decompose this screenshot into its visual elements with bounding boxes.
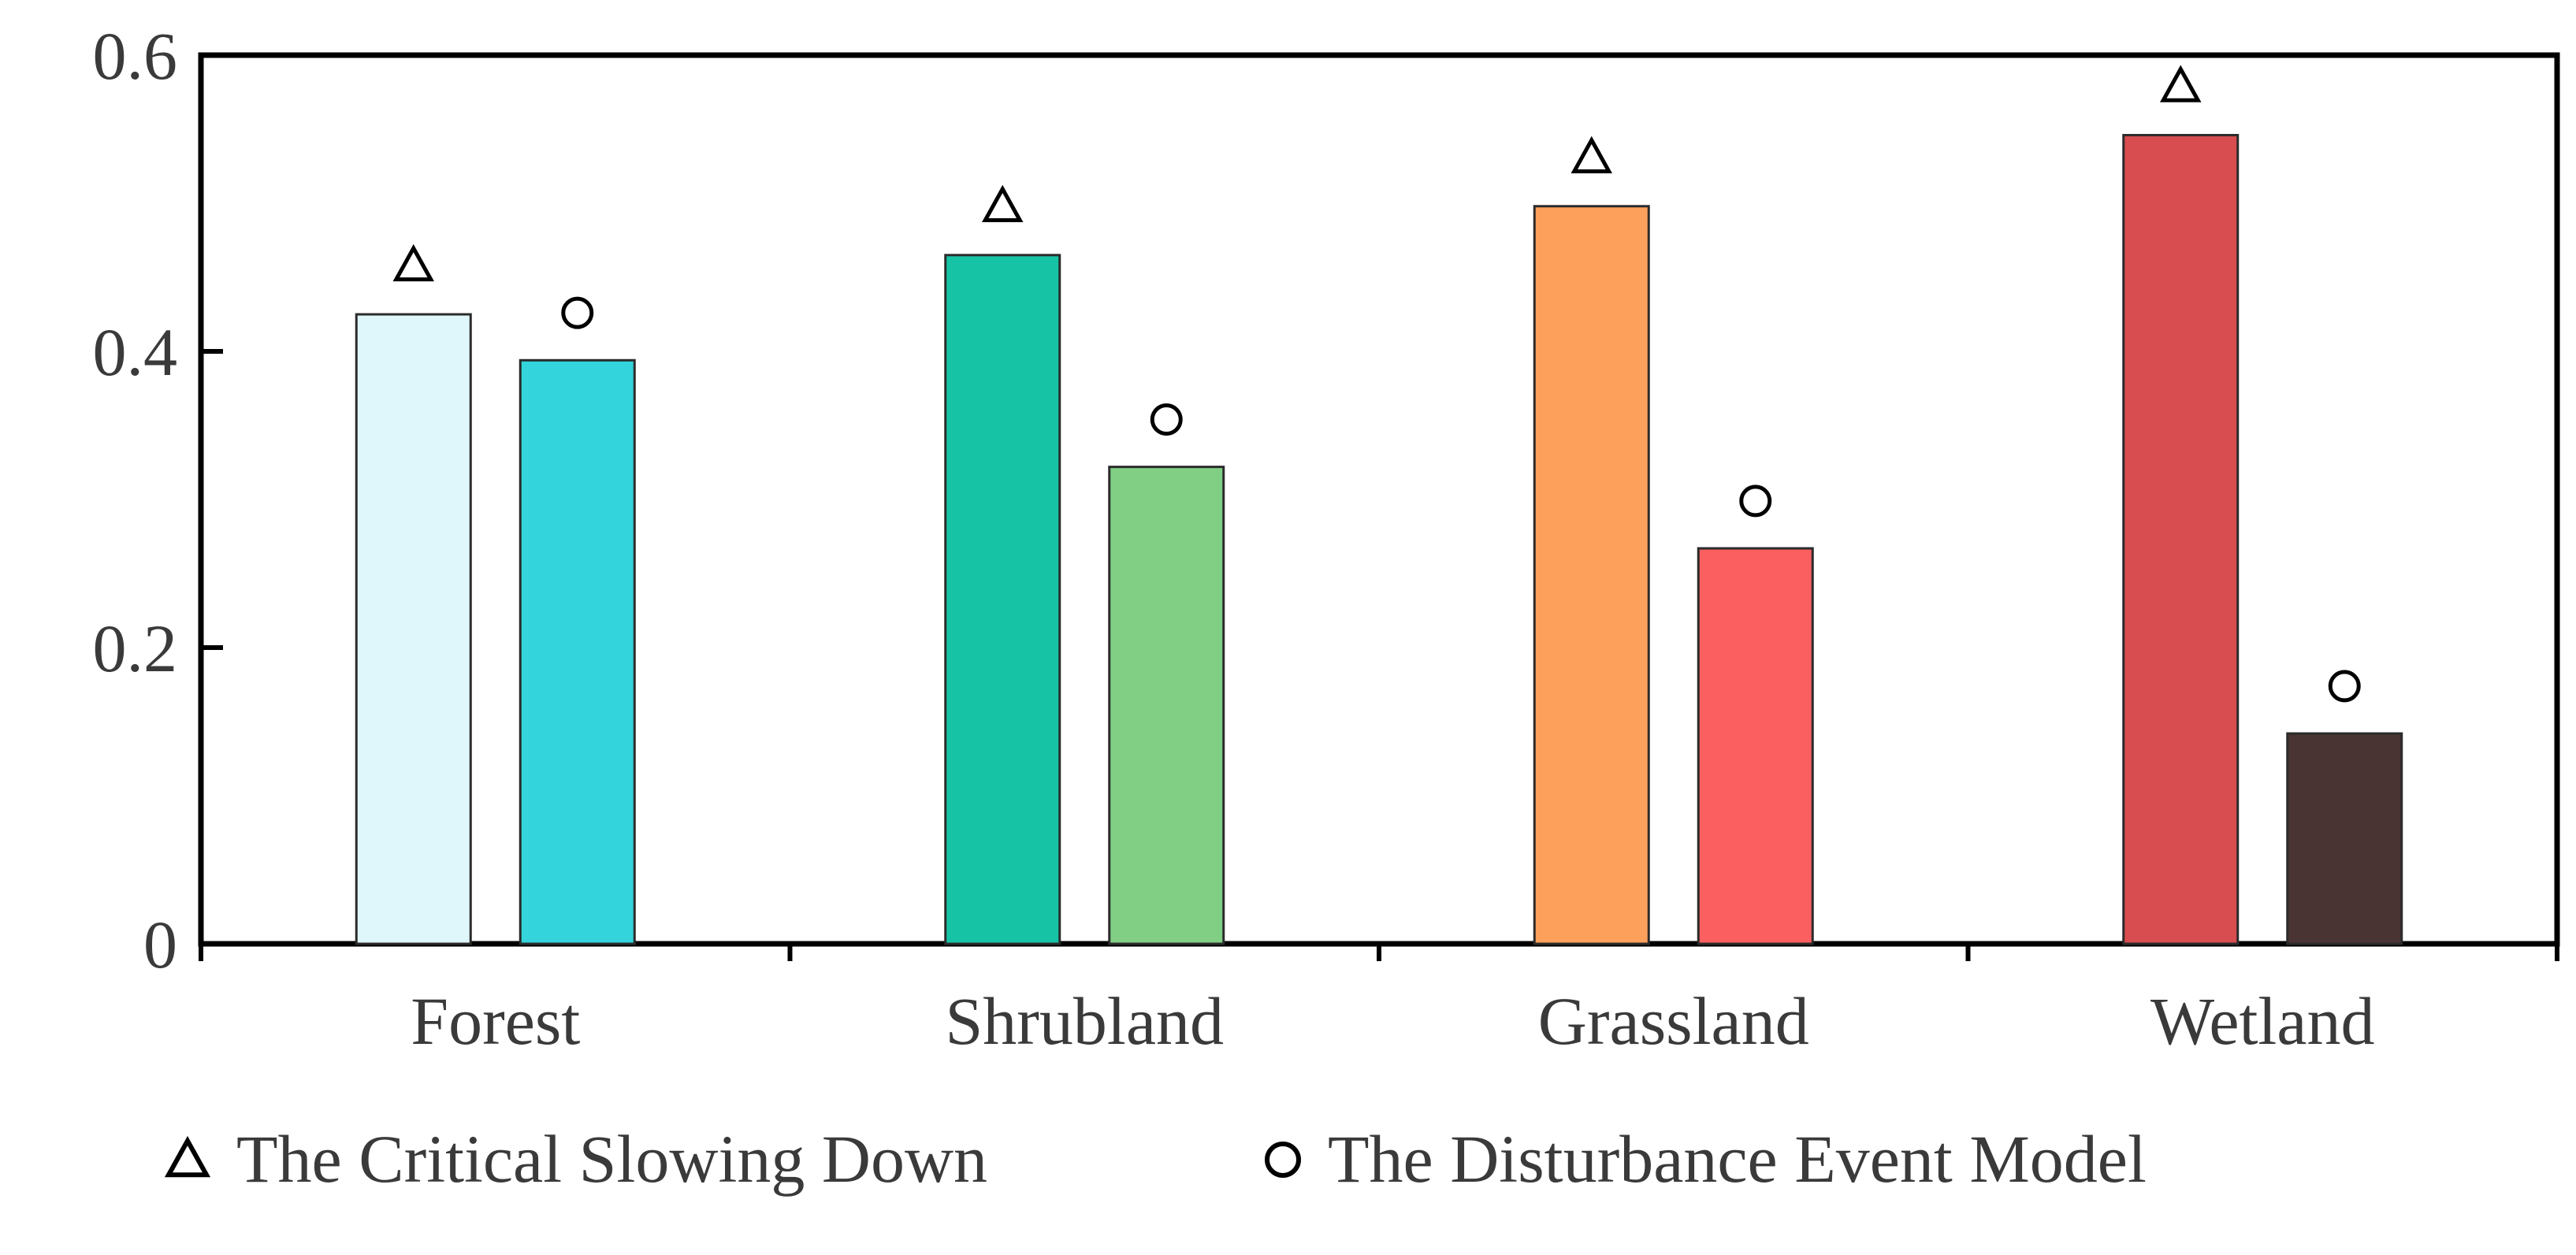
bar-disturbance-event-model [2286, 732, 2403, 945]
circle-marker [2328, 670, 2361, 703]
x-category-label: Forest [411, 983, 580, 1059]
y-tick-label: 0 [143, 907, 177, 982]
bar-critical-slowing-down [2122, 134, 2240, 945]
x-category-label: Shrubland [945, 983, 1224, 1059]
bar-critical-slowing-down [944, 254, 1061, 945]
bar-critical-slowing-down [1533, 205, 1650, 945]
legend-circle-icon [1265, 1142, 1301, 1178]
triangle-marker [982, 184, 1024, 222]
circle-marker [1150, 403, 1183, 436]
legend-label: The Critical Slowing Down [236, 1121, 987, 1197]
bar-critical-slowing-down [355, 313, 472, 945]
y-tick-label: 0.6 [93, 18, 178, 94]
x-category-label: Grassland [1538, 983, 1809, 1059]
bar-disturbance-event-model [1108, 466, 1225, 945]
legend-label: The Disturbance Event Model [1328, 1121, 2147, 1197]
circle-marker [1739, 485, 1772, 518]
y-tick-label: 0.2 [93, 611, 178, 686]
triangle-marker [392, 243, 434, 282]
legend-item-disturbance-event-model: The Disturbance Event Model [1265, 1121, 2147, 1197]
triangle-marker [1571, 136, 1612, 173]
legend-item-critical-slowing-down: The Critical Slowing Down [164, 1121, 987, 1197]
bar-disturbance-event-model [519, 358, 636, 945]
bar-disturbance-event-model [1697, 547, 1814, 945]
legend-triangle-icon [164, 1135, 211, 1178]
x-category-label: Wetland [2150, 983, 2374, 1059]
y-tick-label: 0.4 [93, 314, 178, 390]
circle-marker [561, 296, 594, 329]
triangle-marker [2160, 65, 2202, 102]
